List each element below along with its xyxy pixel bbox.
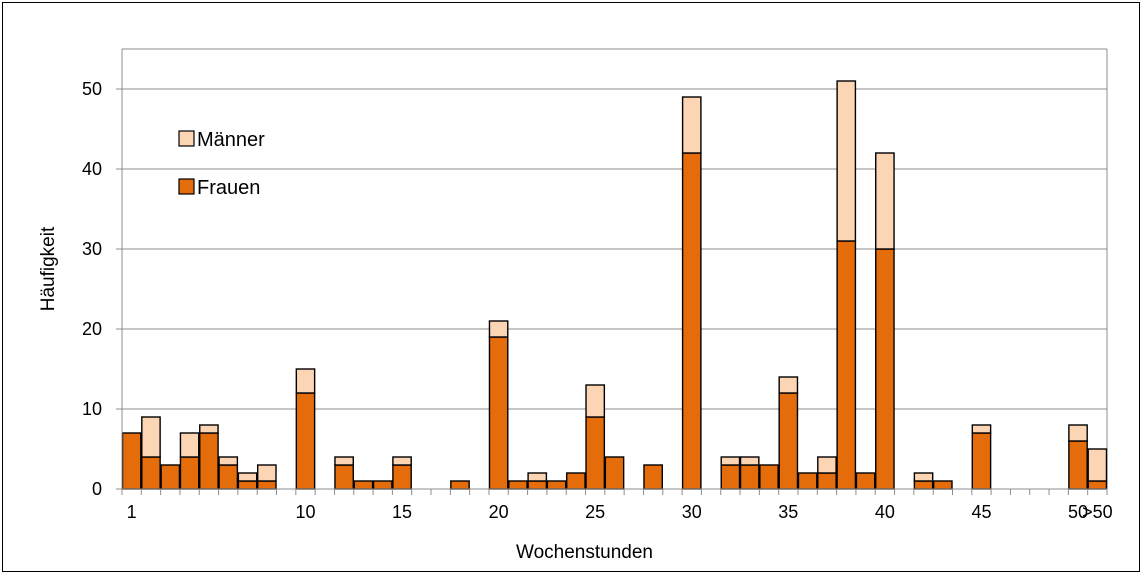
bar-maenner-50 (1068, 424, 1088, 442)
y-tick-label: 10 (82, 399, 102, 419)
legend-swatch-maenner (178, 130, 195, 147)
bar-frauen-13 (353, 480, 374, 490)
bar-frauen-24 (566, 472, 586, 490)
x-tick-label: 25 (585, 502, 605, 522)
bar-frauen-23 (546, 480, 567, 490)
bar-frauen-34 (759, 464, 779, 490)
bar-maenner-12 (334, 456, 354, 466)
x-tick-label: 30 (682, 502, 702, 522)
bar-frauen-45 (971, 432, 992, 490)
x-tick-label: 40 (875, 502, 895, 522)
bar-frauen-33 (739, 464, 760, 490)
bar-maenner-42 (913, 472, 934, 482)
bar-frauen-20 (488, 336, 509, 490)
bar-maenner-37 (817, 456, 837, 474)
bar-frauen-38 (836, 240, 857, 490)
bar-frauen->50 (1087, 480, 1108, 490)
x-tick-label: 1 (127, 502, 137, 522)
legend-label-frauen: Frauen (197, 177, 260, 199)
bar-maenner-30 (681, 96, 702, 154)
bar-maenner-33 (739, 456, 760, 466)
bar-frauen-14 (372, 480, 393, 490)
bars (121, 80, 1108, 490)
bar-maenner-8 (256, 464, 277, 482)
bar-maenner-40 (875, 152, 895, 250)
bar-maenner-15 (392, 456, 412, 466)
bar-maenner-32 (720, 456, 741, 466)
bar-frauen-4 (179, 456, 200, 490)
bar-frauen-1 (121, 432, 142, 490)
bar-frauen-37 (817, 472, 837, 490)
bar-maenner-22 (527, 472, 548, 482)
bar-frauen-39 (855, 472, 876, 490)
bar-frauen-36 (797, 472, 818, 490)
bar-frauen-30 (681, 152, 702, 490)
x-tick-label: 50 (1068, 502, 1088, 522)
bar-frauen-7 (237, 480, 258, 490)
bar-maenner-45 (971, 424, 992, 434)
bar-frauen-10 (295, 392, 316, 490)
legend-swatch-frauen (178, 178, 195, 195)
bar-maenner-35 (778, 376, 799, 394)
bar-maenner-2 (141, 416, 161, 458)
bar-frauen-12 (334, 464, 354, 490)
bar-frauen-26 (604, 456, 625, 490)
bar-maenner-4 (179, 432, 200, 458)
bar-maenner-25 (585, 384, 606, 418)
x-tick-label: 15 (392, 502, 412, 522)
bar-maenner-38 (836, 80, 857, 242)
x-tick-label: 35 (778, 502, 798, 522)
bar-frauen-28 (643, 464, 663, 490)
bar-maenner-7 (237, 472, 258, 482)
x-tick-label: >50 (1082, 502, 1113, 522)
bar-maenner-5 (199, 424, 219, 434)
y-tick-label: 0 (92, 479, 102, 499)
bar-frauen-32 (720, 464, 741, 490)
bar-frauen-22 (527, 480, 548, 490)
bar-maenner-20 (488, 320, 509, 338)
bar-maenner->50 (1087, 448, 1108, 482)
bar-frauen-18 (450, 480, 470, 490)
bar-frauen-3 (160, 464, 181, 490)
y-tick-label: 50 (82, 79, 102, 99)
bar-maenner-10 (295, 368, 316, 394)
bar-frauen-40 (875, 248, 895, 490)
bar-frauen-6 (218, 464, 239, 490)
x-tick-label: 45 (971, 502, 991, 522)
bar-frauen-50 (1068, 440, 1088, 490)
y-tick-label: 30 (82, 239, 102, 259)
bar-frauen-2 (141, 456, 161, 490)
y-axis-title: Häufigkeit (38, 226, 59, 311)
gridlines (122, 48, 1108, 489)
legend-label-maenner: Männer (197, 129, 265, 151)
x-tick-label: 20 (489, 502, 509, 522)
y-tick-label: 20 (82, 319, 102, 339)
bar-frauen-8 (256, 480, 277, 490)
bar-frauen-21 (508, 480, 528, 490)
legend: Männer Frauen (178, 129, 265, 199)
y-tick-label: 40 (82, 159, 102, 179)
bar-frauen-25 (585, 416, 606, 490)
bar-frauen-5 (199, 432, 219, 490)
bar-frauen-35 (778, 392, 799, 490)
x-tick-label: 10 (295, 502, 315, 522)
bar-maenner-6 (218, 456, 239, 466)
x-axis-title: Wochenstunden (516, 542, 653, 563)
bar-frauen-15 (392, 464, 412, 490)
bar-frauen-42 (913, 480, 934, 490)
bar-frauen-43 (932, 480, 953, 490)
